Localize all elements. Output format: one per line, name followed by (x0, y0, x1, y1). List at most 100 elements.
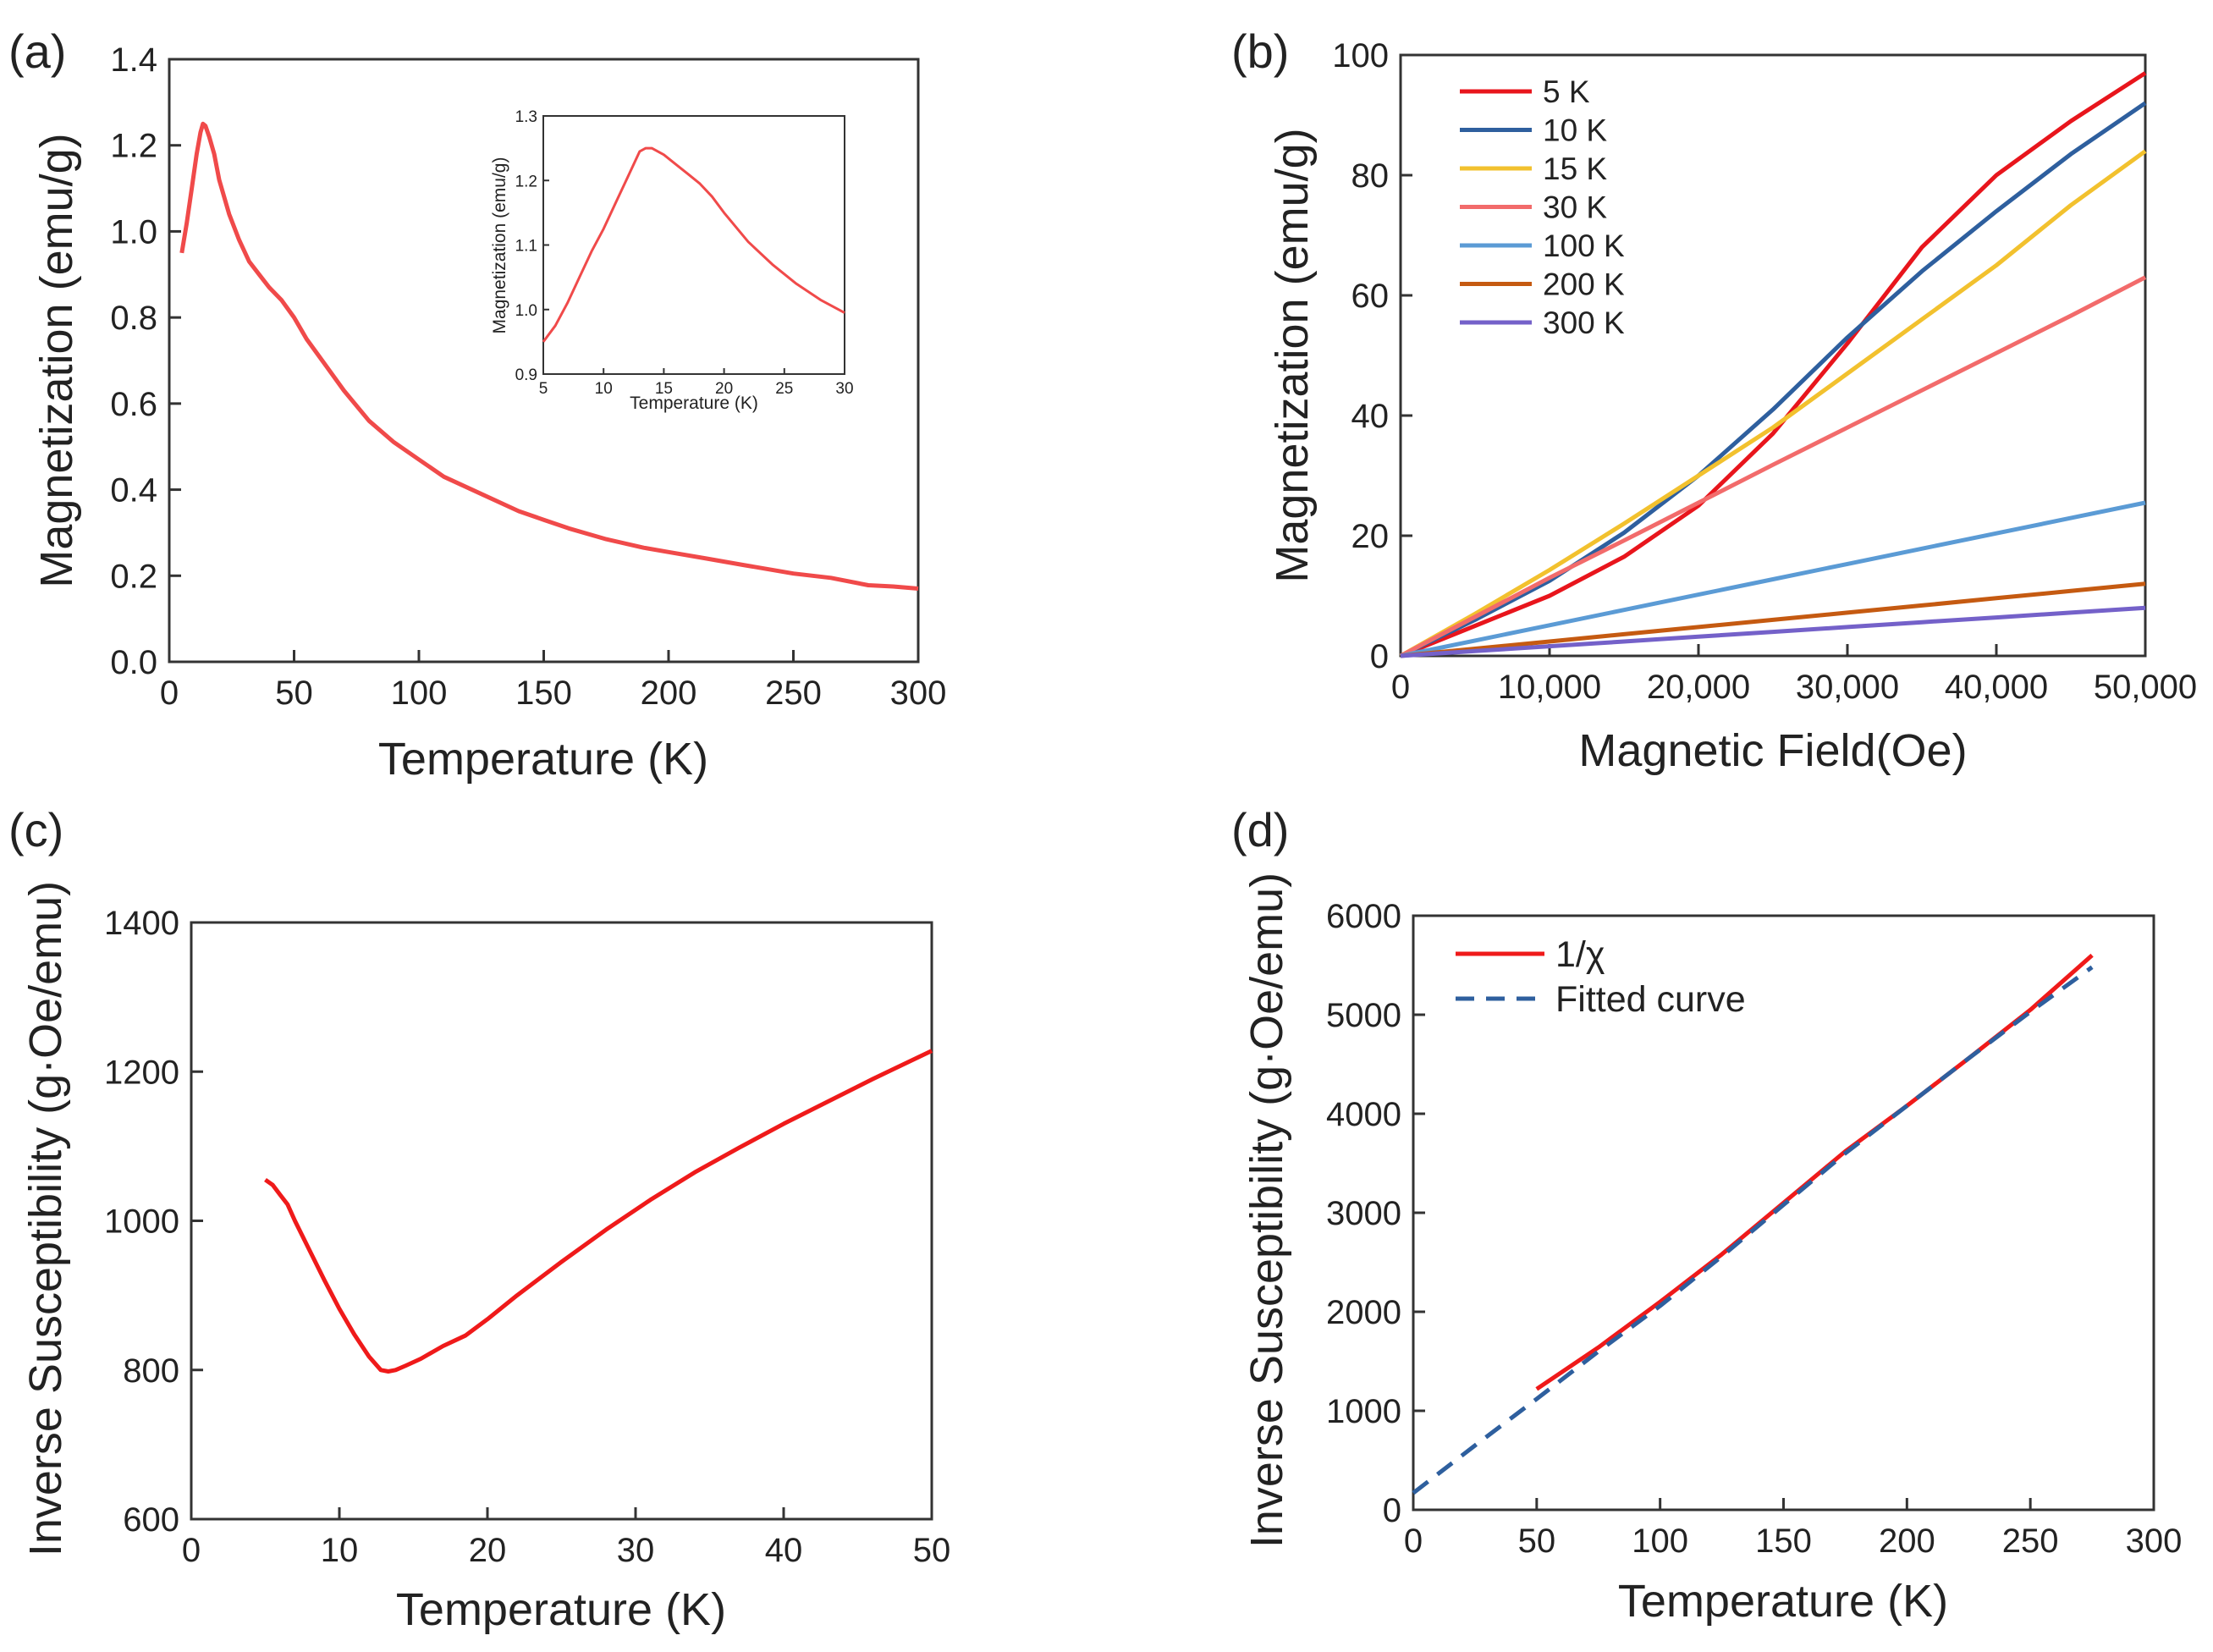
panel-c-chart: 0 10 20 30 40 50 600 800 1000 1200 1400 Temperatu… (20, 881, 950, 1635)
panel-b-legend-label: 200 K (1543, 267, 1625, 302)
panel-c-ylabel: Inverse Susceptibility (g·Oe/emu) (20, 881, 71, 1556)
d-xtick-label: 0 (1404, 1523, 1423, 1560)
panel-d-xlabel: Temperature (K) (1618, 1576, 1948, 1627)
inset-frame (542, 115, 845, 375)
c-xtick-label: 30 (617, 1532, 655, 1569)
panel-c-xlabel: Temperature (K) (396, 1584, 726, 1635)
a-xtick-label: 200 (641, 675, 697, 712)
b-ytick-label: 60 (1351, 278, 1390, 315)
panel-d-series-line (1412, 965, 2094, 1495)
panel-b-series-line (1400, 71, 2147, 658)
a-xtick-label: 150 (515, 675, 572, 712)
d-xtick-label: 250 (2002, 1523, 2059, 1560)
a-ytick-label: 0.2 (110, 558, 157, 595)
a-xtick-label: 250 (765, 675, 822, 712)
ai-ytick-label: 1.1 (515, 238, 537, 256)
b-ytick-label: 20 (1351, 518, 1390, 555)
d-ytick-label: 5000 (1326, 997, 1401, 1034)
a-xtick-label: 0 (160, 675, 179, 712)
panel-b-series-line (1400, 500, 2146, 658)
ai-xtick-label: 15 (655, 380, 673, 398)
panel-a-xlabel: Temperature (K) (378, 734, 708, 785)
panel-b-series-line (1400, 605, 2146, 658)
a-ytick-label: 0.8 (110, 300, 157, 337)
panel-c-frame (190, 921, 933, 1521)
c-ytick-label: 1000 (104, 1203, 179, 1241)
ai-ytick-label: 1.0 (515, 302, 537, 320)
panel-d-chart: 0 50 100 150 200 250 300 0 1000 2000 3000 4000 5000… (1241, 873, 2182, 1627)
c-xtick-label: 20 (469, 1532, 507, 1569)
a-xtick-label: 50 (275, 675, 313, 712)
b-ytick-label: 40 (1351, 398, 1390, 435)
panel-a-letter: (a) (8, 25, 66, 78)
panel-a-ylabel: Magnetization (emu/g) (31, 133, 82, 587)
d-ytick-label: 2000 (1326, 1294, 1401, 1331)
panel-b-legend-label: 30 K (1543, 190, 1607, 225)
b-ytick-label: 100 (1332, 37, 1389, 74)
d-xtick-label: 200 (1879, 1523, 1935, 1560)
ai-xtick-label: 10 (595, 380, 613, 398)
d-ytick-label: 6000 (1326, 898, 1401, 935)
b-xtick-label: 0 (1391, 669, 1410, 706)
c-ytick-label: 800 (123, 1352, 179, 1390)
panel-a-chart: 0 50 100 150 200 250 300 0.0 0.2 0.4 0.6 0.8 1.0 1.2… (31, 41, 946, 785)
c-ytick-label: 1400 (104, 905, 179, 942)
d-ytick-label: 4000 (1326, 1096, 1401, 1133)
a-ytick-label: 1.4 (110, 41, 157, 79)
a-ytick-label: 0.6 (110, 386, 157, 423)
c-xtick-label: 0 (182, 1532, 201, 1569)
c-xtick-label: 50 (913, 1532, 951, 1569)
panel-b-legend-label: 100 K (1543, 229, 1625, 263)
ai-xtick-label: 30 (835, 380, 853, 398)
panel-b-xlabel: Magnetic Field(Oe) (1578, 725, 1967, 776)
d-ytick-label: 1000 (1326, 1393, 1401, 1430)
panel-d-letter: (d) (1231, 803, 1289, 856)
panel-b-letter: (b) (1231, 25, 1289, 78)
panel-b-legend-label: 10 K (1543, 113, 1607, 148)
panel-b-legend-label: 15 K (1543, 151, 1607, 186)
ai-xtick-label: 25 (775, 380, 793, 398)
panel-a-inset: 5 10 15 20 25 30 0.9 1.0 1.1 1.2 1.3 Temperature … (490, 108, 854, 413)
b-ytick-label: 80 (1351, 157, 1390, 195)
ai-ytick-label: 1.2 (515, 173, 537, 190)
panel-c-series-line (264, 1049, 933, 1374)
d-ytick-label: 0 (1383, 1492, 1401, 1529)
ai-ytick-label: 1.3 (515, 108, 537, 126)
d-ytick-label: 3000 (1326, 1195, 1401, 1232)
panel-b-chart: 0 10,000 20,000 30,000 40,000 50,000 0 20 40 60 8… (1267, 37, 2197, 776)
panel-b-series-line (1399, 101, 2147, 658)
a-xtick-label: 300 (890, 675, 947, 712)
d-xtick-label: 150 (1755, 1523, 1812, 1560)
d-xtick-label: 300 (2126, 1523, 2183, 1560)
panel-d-legend-label: 1/χ (1555, 934, 1605, 975)
d-xtick-label: 50 (1518, 1523, 1556, 1560)
panel-d-legend-label: Fitted curve (1555, 979, 1746, 1020)
a-ytick-label: 1.2 (110, 128, 157, 165)
ai-xtick-label: 20 (715, 380, 733, 398)
a-ytick-label: 0.0 (110, 644, 157, 681)
a-ytick-label: 0.4 (110, 472, 157, 509)
c-xtick-label: 10 (321, 1532, 359, 1569)
b-ytick-label: 0 (1370, 638, 1389, 675)
a-xtick-label: 100 (391, 675, 448, 712)
b-xtick-label: 10,000 (1498, 669, 1601, 706)
b-xtick-label: 20,000 (1647, 669, 1750, 706)
panel-b-series-line (1399, 275, 2147, 658)
b-xtick-label: 50,000 (2094, 669, 2197, 706)
inset-xlabel: Temperature (K) (630, 394, 758, 413)
c-ytick-label: 1200 (104, 1054, 179, 1091)
inset-series-line (542, 146, 845, 343)
b-xtick-label: 30,000 (1796, 669, 1899, 706)
inset-ylabel: Magnetization (emu/g) (490, 157, 509, 334)
panel-b-series-line (1399, 149, 2147, 658)
panel-b-ylabel: Magnetization (emu/g) (1267, 128, 1318, 582)
panel-a-series-line (179, 121, 919, 591)
c-xtick-label: 40 (765, 1532, 803, 1569)
ai-ytick-label: 0.9 (515, 366, 537, 384)
panel-d-series-line (1535, 953, 2094, 1391)
panel-b-legend-label: 5 K (1543, 74, 1590, 109)
ai-xtick-label: 5 (539, 380, 548, 398)
d-xtick-label: 100 (1632, 1523, 1688, 1560)
panel-c-letter: (c) (8, 803, 63, 856)
